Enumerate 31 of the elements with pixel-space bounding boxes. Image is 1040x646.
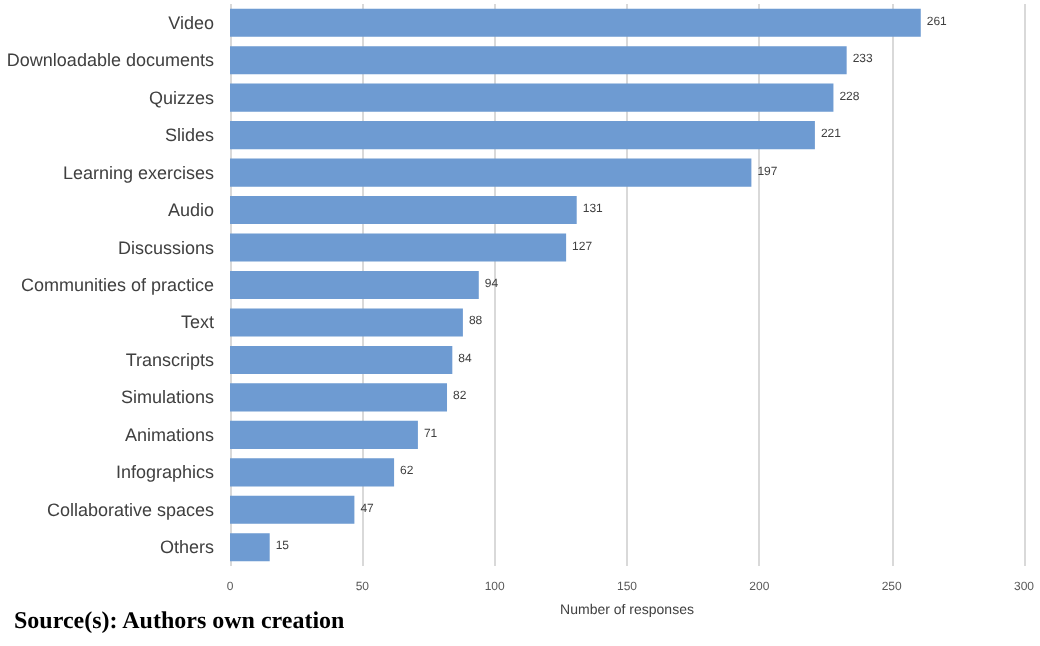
bar — [230, 158, 752, 187]
y-tick-label: Learning exercises — [62, 162, 215, 183]
bar — [230, 46, 847, 75]
y-tick-label: Quizzes — [148, 87, 215, 108]
bar — [230, 308, 463, 337]
bar — [230, 121, 815, 150]
y-tick-label: Text — [180, 312, 215, 333]
source-note: Source(s): Authors own creation — [14, 606, 346, 634]
bar — [230, 196, 577, 225]
bar — [230, 233, 567, 262]
bar — [230, 345, 453, 374]
y-tick-label: Others — [159, 537, 215, 558]
bar — [230, 420, 418, 449]
y-tick-label: Communities of practice — [20, 275, 214, 295]
y-tick-label: Downloadable documents — [6, 50, 215, 71]
y-tick-label: Simulations — [120, 387, 215, 408]
y-tick-label: Slides — [164, 125, 215, 146]
y-tick-label: Video — [168, 12, 214, 33]
y-tick-label: Audio — [167, 200, 214, 221]
bar — [230, 458, 395, 487]
bar — [230, 83, 834, 112]
y-tick-label: Transcripts — [125, 349, 215, 370]
bar — [230, 383, 448, 412]
y-tick-label: Animations — [124, 424, 215, 445]
y-tick-label: Infographics — [115, 462, 215, 483]
bar — [230, 495, 355, 524]
bar — [230, 8, 921, 37]
bar — [230, 533, 270, 562]
y-tick-label: Discussions — [117, 237, 215, 258]
y-tick-label: Collaborative spaces — [46, 499, 215, 520]
bar — [230, 270, 479, 300]
